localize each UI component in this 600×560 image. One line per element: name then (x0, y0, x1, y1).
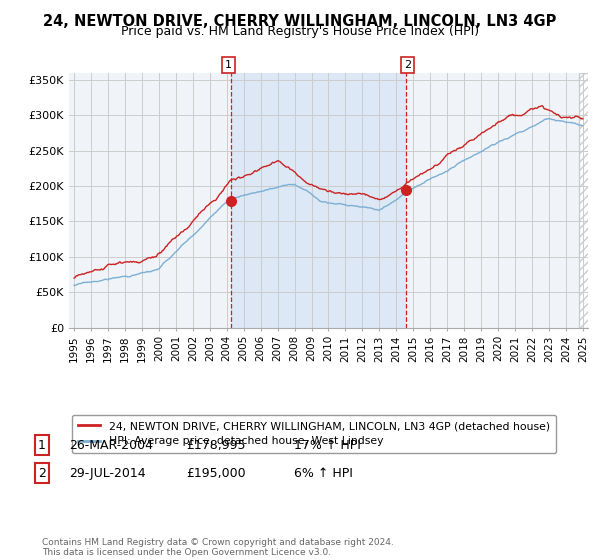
Text: Price paid vs. HM Land Registry's House Price Index (HPI): Price paid vs. HM Land Registry's House … (121, 25, 479, 38)
Text: 17% ↑ HPI: 17% ↑ HPI (294, 438, 361, 452)
Text: 1: 1 (225, 60, 232, 70)
Text: 6% ↑ HPI: 6% ↑ HPI (294, 466, 353, 480)
Text: 2: 2 (38, 466, 46, 480)
Text: Contains HM Land Registry data © Crown copyright and database right 2024.
This d: Contains HM Land Registry data © Crown c… (42, 538, 394, 557)
Bar (578, 73, 592, 328)
Legend: 24, NEWTON DRIVE, CHERRY WILLINGHAM, LINCOLN, LN3 4GP (detached house), HPI: Ave: 24, NEWTON DRIVE, CHERRY WILLINGHAM, LIN… (72, 414, 556, 453)
Text: £195,000: £195,000 (186, 466, 245, 480)
Text: £178,995: £178,995 (186, 438, 245, 452)
Bar (230, 73, 406, 328)
Text: 2: 2 (404, 60, 411, 70)
Text: 26-MAR-2004: 26-MAR-2004 (69, 438, 153, 452)
Text: 1: 1 (38, 438, 46, 452)
Text: 29-JUL-2014: 29-JUL-2014 (69, 466, 146, 480)
Text: 24, NEWTON DRIVE, CHERRY WILLINGHAM, LINCOLN, LN3 4GP: 24, NEWTON DRIVE, CHERRY WILLINGHAM, LIN… (43, 14, 557, 29)
